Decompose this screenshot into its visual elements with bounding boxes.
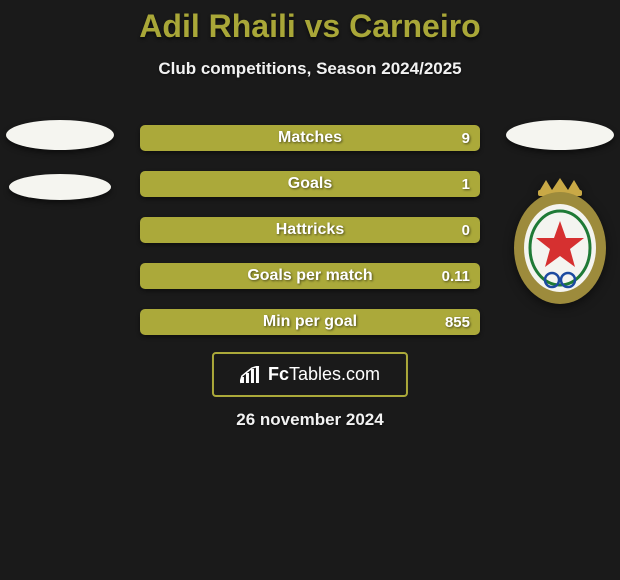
player1-club-placeholder: [9, 174, 111, 200]
stat-value: 9: [462, 125, 470, 151]
brand-text-left: Fc: [268, 364, 289, 384]
stat-bar: Goals per match 0.11: [140, 263, 480, 289]
bars-chart-icon: [240, 366, 262, 384]
right-avatar-column: [500, 120, 620, 306]
title-player1: Adil Rhaili: [139, 8, 295, 44]
stat-label: Goals per match: [140, 263, 480, 289]
stat-value: 855: [445, 309, 470, 335]
stat-bar: Hattricks 0: [140, 217, 480, 243]
brand-text: FcTables.com: [268, 364, 380, 385]
stat-bar: Min per goal 855: [140, 309, 480, 335]
stat-bars: Matches 9 Goals 1 Hattricks 0 Goals per …: [140, 125, 480, 355]
player2-avatar-placeholder: [506, 120, 614, 150]
title-vs: vs: [305, 8, 341, 44]
left-avatar-column: [0, 120, 120, 224]
brand-text-right: Tables.com: [289, 364, 380, 384]
stat-value: 0: [462, 217, 470, 243]
date-label: 26 november 2024: [0, 410, 620, 430]
stat-label: Min per goal: [140, 309, 480, 335]
stat-bar: Goals 1: [140, 171, 480, 197]
brand-box: FcTables.com: [212, 352, 408, 397]
title-player2: Carneiro: [349, 8, 481, 44]
stat-label: Goals: [140, 171, 480, 197]
stat-bar: Matches 9: [140, 125, 480, 151]
player1-avatar-placeholder: [6, 120, 114, 150]
stat-value: 1: [462, 171, 470, 197]
subtitle: Club competitions, Season 2024/2025: [0, 59, 620, 79]
club-crest-icon: [510, 176, 610, 306]
stat-value: 0.11: [442, 263, 470, 289]
stat-label: Hattricks: [140, 217, 480, 243]
stat-label: Matches: [140, 125, 480, 151]
page-title: Adil Rhaili vs Carneiro: [0, 0, 620, 45]
